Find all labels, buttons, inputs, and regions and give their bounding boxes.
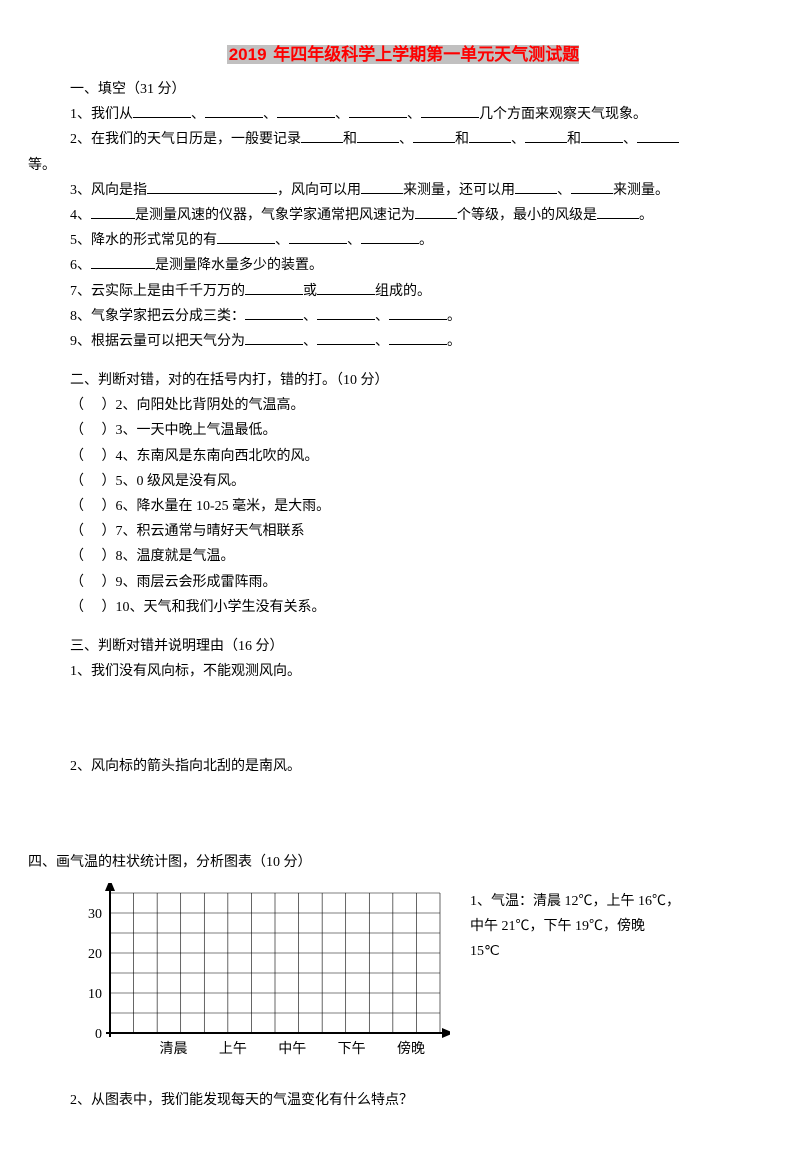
blank — [205, 103, 263, 118]
q1: 1、我们从、、、、几个方面来观察天气现象。 — [70, 102, 736, 127]
judge-item: （ ）3、一天中晚上气温最低。 — [70, 418, 736, 443]
blank — [91, 254, 155, 269]
q6-a: 6、 — [70, 258, 91, 273]
q8-b: 。 — [447, 309, 461, 324]
blank — [245, 305, 303, 320]
blank — [245, 330, 303, 345]
judge-item: （ ）8、温度就是气温。 — [70, 544, 736, 569]
title-year: 2019 — [227, 45, 269, 64]
q4: 4、 是测量风速的仪器，气象学家通常把风速记为 个等级，最小的风级是 。 — [70, 203, 736, 228]
blank — [147, 179, 277, 194]
blank — [389, 305, 447, 320]
section3-heading: 三、判断对错并说明理由（16 分） — [70, 634, 736, 659]
judge-item: （ ）5、0 级风是没有风。 — [70, 469, 736, 494]
blank — [317, 305, 375, 320]
q4-c: 个等级，最小的风级是 — [457, 208, 597, 223]
q3-d: 来测量。 — [613, 183, 669, 198]
blank — [289, 229, 347, 244]
blank — [301, 128, 343, 143]
q3: 3、风向是指，风向可以用来测量，还可以用、来测量。 — [70, 178, 736, 203]
blank — [133, 103, 191, 118]
blank — [357, 128, 399, 143]
judge-item: （ ）7、积云通常与晴好天气相联系 — [70, 519, 736, 544]
svg-text:20: 20 — [88, 947, 102, 962]
chart-area: 0 10 20 30 清晨 上午 中午 下午 傍晚 1、气温：清晨 12℃，上午 16℃， 中午… — [70, 883, 736, 1068]
q5: 5、降水的形式常见的有、、。 — [70, 228, 736, 253]
q1-b: 几个方面来观察天气现象。 — [479, 107, 647, 122]
q7-c: 组成的。 — [375, 284, 431, 299]
judge-item: （ ）6、降水量在 10-25 毫米，是大雨。 — [70, 494, 736, 519]
blank — [637, 128, 679, 143]
blank — [317, 280, 375, 295]
q9-b: 。 — [447, 334, 461, 349]
q2-b: 等。 — [28, 153, 736, 178]
section4-heading: 四、画气温的柱状统计图，分析图表（10 分） — [28, 850, 736, 875]
svg-text:30: 30 — [88, 907, 102, 922]
q7: 7、云实际上是由千千万万的 或 组成的。 — [70, 279, 736, 304]
blank — [245, 280, 303, 295]
q4-d: 。 — [639, 208, 653, 223]
svg-text:0: 0 — [95, 1027, 102, 1042]
blank — [389, 330, 447, 345]
q5-b: 。 — [419, 233, 433, 248]
blank — [525, 128, 567, 143]
blank — [515, 179, 557, 194]
blank — [581, 128, 623, 143]
svg-text:中午: 中午 — [278, 1041, 306, 1057]
page-title: 2019 年四年级科学上学期第一单元天气测试题 — [70, 40, 736, 65]
q6-b: 是测量降水量多少的装置。 — [155, 258, 323, 273]
chart-desc2: 中午 21℃，下午 19℃，傍晚 — [470, 914, 680, 939]
svg-text:10: 10 — [88, 987, 102, 1002]
svg-text:下午: 下午 — [338, 1041, 366, 1057]
blank — [413, 128, 455, 143]
q9: 9、根据云量可以把天气分为、、。 — [70, 329, 736, 354]
blank — [421, 103, 479, 118]
temperature-chart: 0 10 20 30 清晨 上午 中午 下午 傍晚 — [70, 883, 450, 1063]
judge-item: （ ）10、天气和我们小学生没有关系。 — [70, 595, 736, 620]
svg-text:清晨: 清晨 — [159, 1041, 187, 1057]
title-rest: 年四年级科学上学期第一单元天气测试题 — [269, 45, 580, 64]
section1-heading: 一、填空（31 分） — [70, 77, 736, 102]
blank — [91, 204, 135, 219]
q8-a: 8、气象学家把云分成三类： — [70, 309, 245, 324]
blank — [349, 103, 407, 118]
judge-item: （ ）2、向阳处比背阴处的气温高。 — [70, 393, 736, 418]
svg-text:上午: 上午 — [219, 1041, 247, 1057]
q7-a: 7、云实际上是由千千万万的 — [70, 284, 245, 299]
blank — [361, 179, 403, 194]
s3-q1: 1、我们没有风向标，不能观测风向。 — [70, 659, 736, 684]
chart-desc1: 1、气温：清晨 12℃，上午 16℃， — [470, 889, 680, 914]
judge-item: （ ）4、东南风是东南向西北吹的风。 — [70, 444, 736, 469]
judge-item: （ ）9、雨层云会形成雷阵雨。 — [70, 570, 736, 595]
blank — [571, 179, 613, 194]
section2-heading: 二、判断对错，对的在括号内打，错的打。（10 分） — [70, 368, 736, 393]
q2-a: 2、在我们的天气日历是，一般要记录 — [70, 132, 301, 147]
blank — [317, 330, 375, 345]
q9-a: 9、根据云量可以把天气分为 — [70, 334, 245, 349]
blank — [469, 128, 511, 143]
q2: 2、在我们的天气日历是，一般要记录和、和、和、 — [70, 127, 736, 152]
s4-q2: 2、从图表中，我们能发现每天的气温变化有什么特点？ — [70, 1088, 736, 1113]
svg-text:傍晚: 傍晚 — [397, 1040, 425, 1057]
q4-a: 4、 — [70, 208, 91, 223]
q1-a: 1、我们从 — [70, 107, 133, 122]
q3-b: ，风向可以用 — [277, 183, 361, 198]
q4-b: 是测量风速的仪器，气象学家通常把风速记为 — [135, 208, 415, 223]
blank — [361, 229, 419, 244]
s3-q2: 2、风向标的箭头指向北刮的是南风。 — [70, 754, 736, 779]
blank — [597, 204, 639, 219]
chart-holder: 0 10 20 30 清晨 上午 中午 下午 傍晚 — [70, 883, 450, 1068]
q3-c: 来测量，还可以用 — [403, 183, 515, 198]
q3-a: 3、风向是指 — [70, 183, 147, 198]
blank — [217, 229, 275, 244]
q7-b: 或 — [303, 284, 317, 299]
blank — [277, 103, 335, 118]
chart-description: 1、气温：清晨 12℃，上午 16℃， 中午 21℃，下午 19℃，傍晚 15℃ — [470, 883, 680, 965]
blank — [415, 204, 457, 219]
q6: 6、 是测量降水量多少的装置。 — [70, 253, 736, 278]
q8: 8、气象学家把云分成三类：、、。 — [70, 304, 736, 329]
q5-a: 5、降水的形式常见的有 — [70, 233, 217, 248]
chart-desc3: 15℃ — [470, 939, 680, 964]
